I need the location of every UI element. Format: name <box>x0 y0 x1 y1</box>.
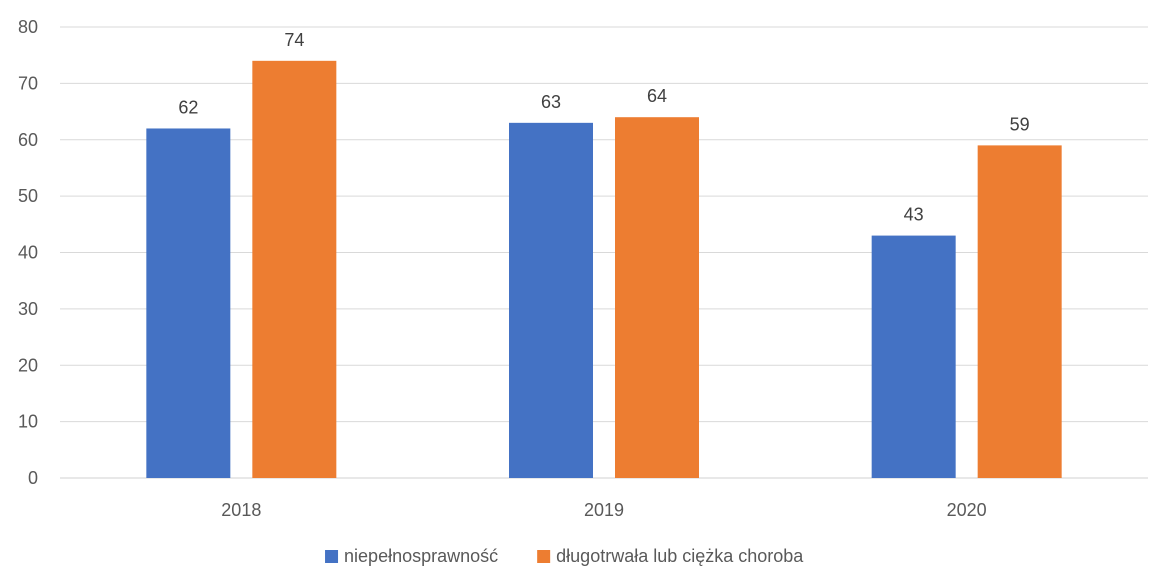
gridlines <box>60 26 1148 479</box>
y-tick-label: 40 <box>18 243 38 263</box>
x-tick-label: 2019 <box>584 500 624 520</box>
y-tick-label: 50 <box>18 186 38 206</box>
y-tick-label: 30 <box>18 299 38 319</box>
y-axis: 0 10 20 30 40 50 60 70 80 <box>18 17 38 488</box>
legend-label-series-2: długotrwała lub ciężka choroba <box>556 546 804 566</box>
legend-label-series-1: niepełnosprawność <box>344 546 498 566</box>
y-tick-label: 80 <box>18 17 38 37</box>
y-tick-label: 60 <box>18 130 38 150</box>
data-label: 63 <box>541 92 561 112</box>
bar-2018-series-2 <box>252 60 337 478</box>
data-label: 59 <box>1010 114 1030 134</box>
x-tick-label: 2020 <box>947 500 987 520</box>
legend: niepełnosprawność długotrwała lub ciężka … <box>325 546 804 566</box>
bar-2019-series-1 <box>509 122 593 479</box>
y-tick-label: 10 <box>18 412 38 432</box>
bars <box>146 60 1062 479</box>
data-label: 62 <box>178 97 198 117</box>
bar-2020-series-1 <box>871 235 956 478</box>
y-tick-label: 20 <box>18 355 38 375</box>
data-label: 43 <box>904 205 924 225</box>
data-label: 64 <box>647 86 667 106</box>
data-labels: 62 74 63 64 43 59 <box>178 30 1029 225</box>
legend-swatch-series-2 <box>537 550 551 563</box>
x-axis: 2018 2019 2020 <box>221 500 986 520</box>
bar-2018-series-1 <box>146 128 231 478</box>
bar-2019-series-2 <box>615 117 699 478</box>
y-tick-label: 70 <box>18 73 38 93</box>
legend-swatch-series-1 <box>325 550 339 563</box>
x-tick-label: 2018 <box>221 500 261 520</box>
y-tick-label: 0 <box>28 468 38 488</box>
bar-2020-series-2 <box>977 145 1062 478</box>
data-label: 74 <box>284 30 304 50</box>
